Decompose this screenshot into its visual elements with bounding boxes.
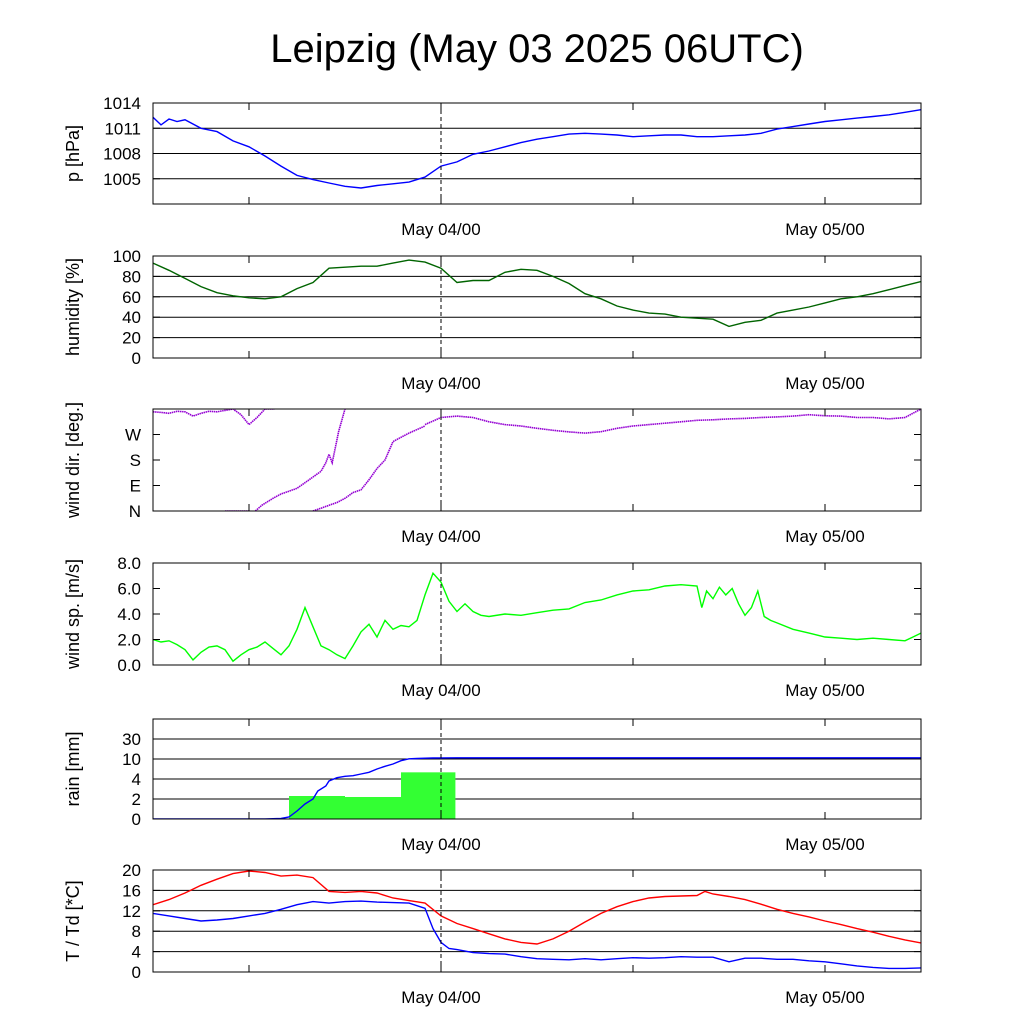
y-tick-label: S — [130, 451, 141, 470]
y-tick-label: 0 — [132, 810, 141, 829]
rain-bar — [289, 796, 345, 819]
y-axis-label: rain [mm] — [63, 731, 83, 806]
series-line-0 — [153, 757, 921, 819]
y-tick-label: 8.0 — [117, 554, 141, 573]
y-axis-label: p [hPa] — [63, 125, 83, 182]
y-tick-label: 1005 — [103, 170, 141, 189]
series-line-0 — [153, 870, 921, 945]
y-tick-label: W — [125, 426, 141, 445]
x-tick-label: May 04/00 — [401, 527, 480, 546]
y-tick-label: 10 — [122, 750, 141, 769]
x-tick-label: May 05/00 — [785, 374, 864, 393]
y-tick-label: E — [130, 477, 141, 496]
y-axis-label: T / Td [*C] — [63, 880, 83, 961]
series-line-0 — [153, 109, 921, 189]
x-tick-label: May 05/00 — [785, 835, 864, 854]
wind-direction-trace-0 — [153, 409, 275, 426]
series-line-0 — [153, 259, 921, 328]
y-tick-label: 6.0 — [117, 580, 141, 599]
wind-direction-trace-3 — [312, 425, 426, 511]
series-line-0 — [153, 571, 921, 663]
x-tick-label: May 05/00 — [785, 220, 864, 239]
series-line-1 — [153, 900, 921, 970]
x-tick-label: May 05/00 — [785, 988, 864, 1007]
x-tick-label: May 05/00 — [785, 681, 864, 700]
rain-bar — [401, 772, 456, 819]
chart-title: Leipzig (May 03 2025 06UTC) — [270, 27, 804, 71]
rain-bar — [345, 797, 401, 819]
x-tick-label: May 04/00 — [401, 374, 480, 393]
y-tick-label: 2 — [132, 790, 141, 809]
y-tick-label: 100 — [113, 247, 141, 266]
panel-frame — [152, 408, 922, 512]
panel-pressure: 1005 1008 1011 1014 May 04/00 May 05/00 p [hPa… — [63, 94, 922, 239]
y-tick-label: 0.0 — [117, 656, 141, 675]
y-tick-label: N — [129, 502, 141, 521]
y-tick-label: 0 — [132, 963, 141, 982]
y-tick-label: 8 — [132, 922, 141, 941]
y-tick-label: 4 — [132, 943, 141, 962]
panel-wind-speed: 0.0 2.0 4.0 6.0 8.0 May 04/00 May 05/00 wind sp… — [63, 554, 922, 700]
y-tick-label: 4 — [132, 770, 141, 789]
y-tick-label: 16 — [122, 881, 141, 900]
y-axis-label: humidity [%] — [63, 258, 83, 356]
y-axis-label: wind sp. [m/s] — [63, 559, 83, 670]
y-tick-label: 1014 — [103, 94, 141, 113]
x-tick-label: May 04/00 — [401, 988, 480, 1007]
y-tick-label: 60 — [122, 288, 141, 307]
y-tick-label: 2.0 — [117, 631, 141, 650]
y-axis-label: wind dir. [deg.] — [63, 402, 83, 519]
x-tick-label: May 04/00 — [401, 681, 480, 700]
y-tick-label: 80 — [122, 267, 141, 286]
x-tick-label: May 04/00 — [401, 835, 480, 854]
y-tick-label: 20 — [122, 329, 141, 348]
y-tick-label: 12 — [122, 902, 141, 921]
y-tick-label: 0 — [132, 349, 141, 368]
y-tick-label: 40 — [122, 308, 141, 327]
x-tick-label: May 05/00 — [785, 527, 864, 546]
wind-direction-trace-4 — [424, 409, 921, 434]
y-tick-label: 1011 — [104, 119, 141, 138]
wind-direction-trace-2 — [254, 409, 346, 511]
panel-frame — [152, 562, 922, 666]
x-tick-label: May 04/00 — [401, 220, 480, 239]
y-tick-label: 20 — [122, 861, 141, 880]
y-tick-label: 1008 — [103, 145, 141, 164]
panel-frame — [152, 718, 922, 820]
y-tick-label: 4.0 — [117, 605, 141, 624]
y-tick-label: 30 — [122, 730, 141, 749]
panel-frame — [152, 255, 922, 359]
panel-frame — [152, 869, 922, 973]
